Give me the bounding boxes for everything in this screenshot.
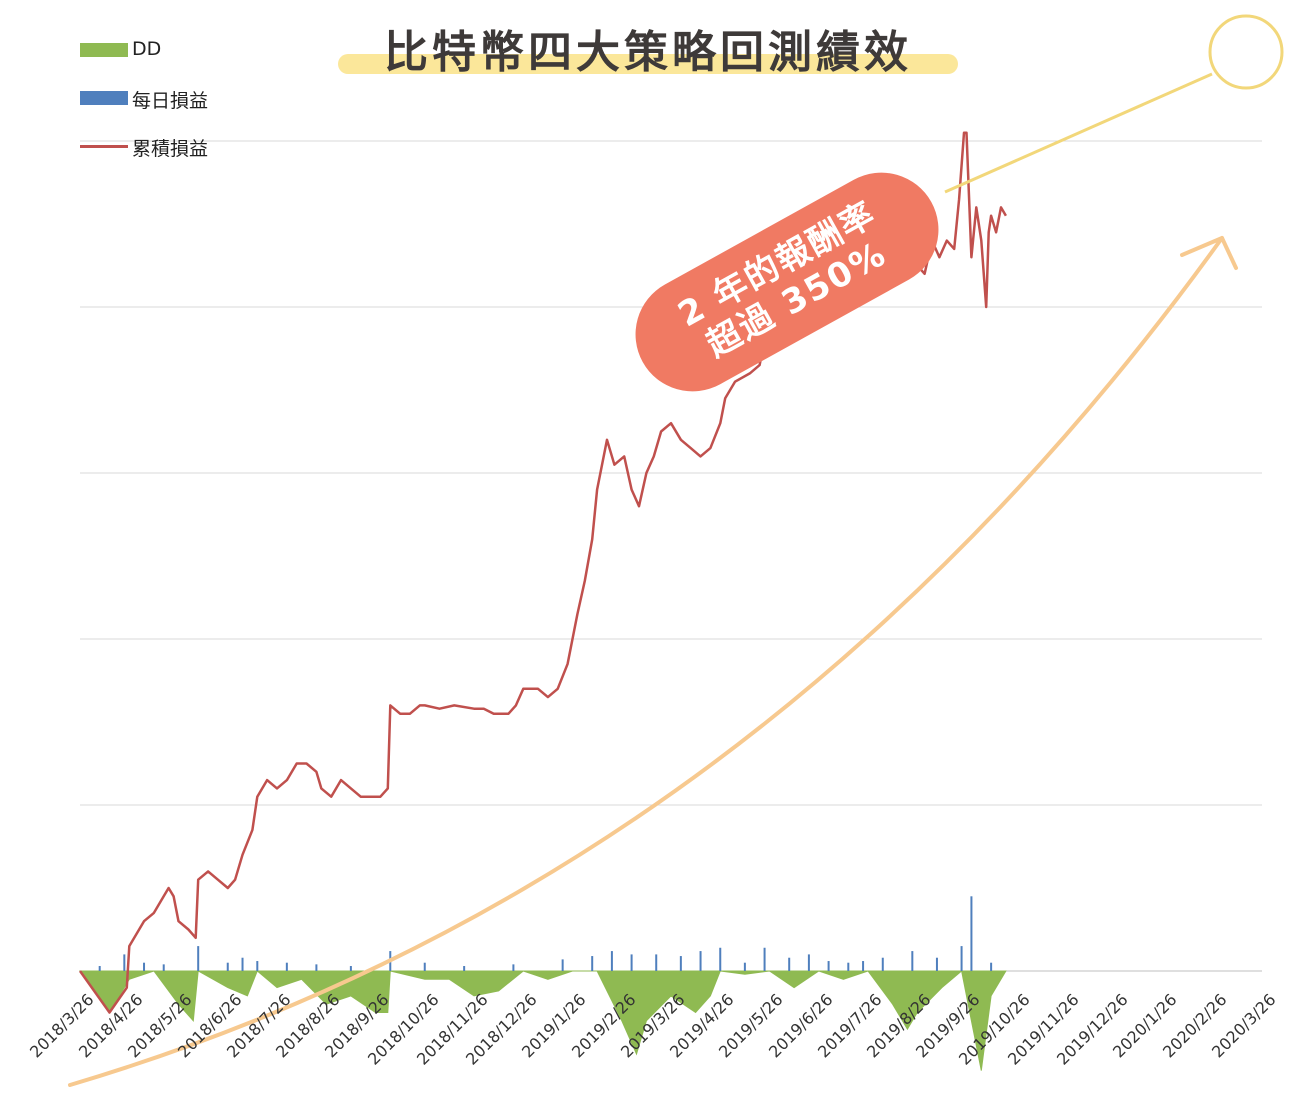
- daily-pnl-bar: [423, 962, 426, 971]
- daily-pnl-bar: [699, 951, 702, 971]
- daily-pnl-bar: [763, 947, 766, 971]
- daily-pnl-bar: [960, 946, 963, 971]
- daily-pnl-bar: [719, 947, 722, 971]
- daily-pnl-bar: [285, 962, 288, 971]
- daily-pnl-bar: [610, 951, 613, 971]
- daily-pnl-bar: [256, 961, 259, 971]
- daily-pnl-bar: [143, 962, 146, 971]
- gridlines: [80, 140, 1262, 972]
- daily-pnl-bar: [679, 956, 682, 971]
- daily-pnl-bar: [827, 961, 830, 971]
- daily-pnl-bar: [743, 962, 746, 971]
- callout-connector-line: [944, 72, 1213, 194]
- daily-pnl-bar: [349, 966, 352, 971]
- daily-pnl-bar: [591, 956, 594, 971]
- daily-pnl-bar: [197, 946, 200, 971]
- chart-title: 比特幣四大策略回測績效: [338, 14, 958, 78]
- dd-area-series: [79, 970, 1007, 1071]
- legend-label-daily: 每日損益: [132, 90, 209, 112]
- legend-label-dd: DD: [132, 38, 162, 60]
- growth-arrow-head: [1180, 236, 1238, 270]
- daily-pnl-bar: [807, 954, 810, 971]
- legend-swatch-daily: [80, 91, 128, 105]
- daily-pnl-bar: [123, 954, 126, 971]
- daily-pnl-bar: [561, 959, 564, 971]
- daily-pnl-bars: [98, 896, 993, 971]
- annotation-decor: [68, 14, 1284, 1087]
- daily-pnl-bar: [226, 962, 229, 971]
- dd-area: [79, 970, 1007, 1071]
- daily-pnl-bar: [98, 966, 101, 971]
- daily-pnl-bar: [315, 964, 318, 971]
- daily-pnl-bar: [847, 962, 850, 971]
- daily-pnl-bar: [862, 961, 865, 971]
- daily-pnl-bar: [788, 957, 791, 971]
- legend-swatch-dd: [80, 43, 128, 57]
- daily-pnl-bar: [970, 896, 973, 971]
- daily-pnl-bar: [241, 957, 244, 971]
- daily-pnl-bar: [990, 962, 993, 971]
- daily-pnl-bar: [162, 964, 165, 971]
- title-text: 比特幣四大策略回測績效: [384, 27, 912, 78]
- daily-pnl-bar: [655, 954, 658, 971]
- title-highlight: [338, 54, 958, 74]
- legend-swatch-cumulative: [80, 145, 128, 148]
- daily-pnl-bar: [935, 957, 938, 971]
- daily-pnl-bar: [911, 951, 914, 971]
- daily-pnl-bar: [512, 964, 515, 971]
- daily-pnl-bar: [881, 957, 884, 971]
- highlight-circle: [1208, 14, 1284, 90]
- daily-pnl-bar: [630, 954, 633, 971]
- daily-pnl-bar: [463, 966, 466, 971]
- growth-arrow-curve: [68, 236, 1224, 1087]
- legend-label-cumulative: 累積損益: [132, 138, 209, 160]
